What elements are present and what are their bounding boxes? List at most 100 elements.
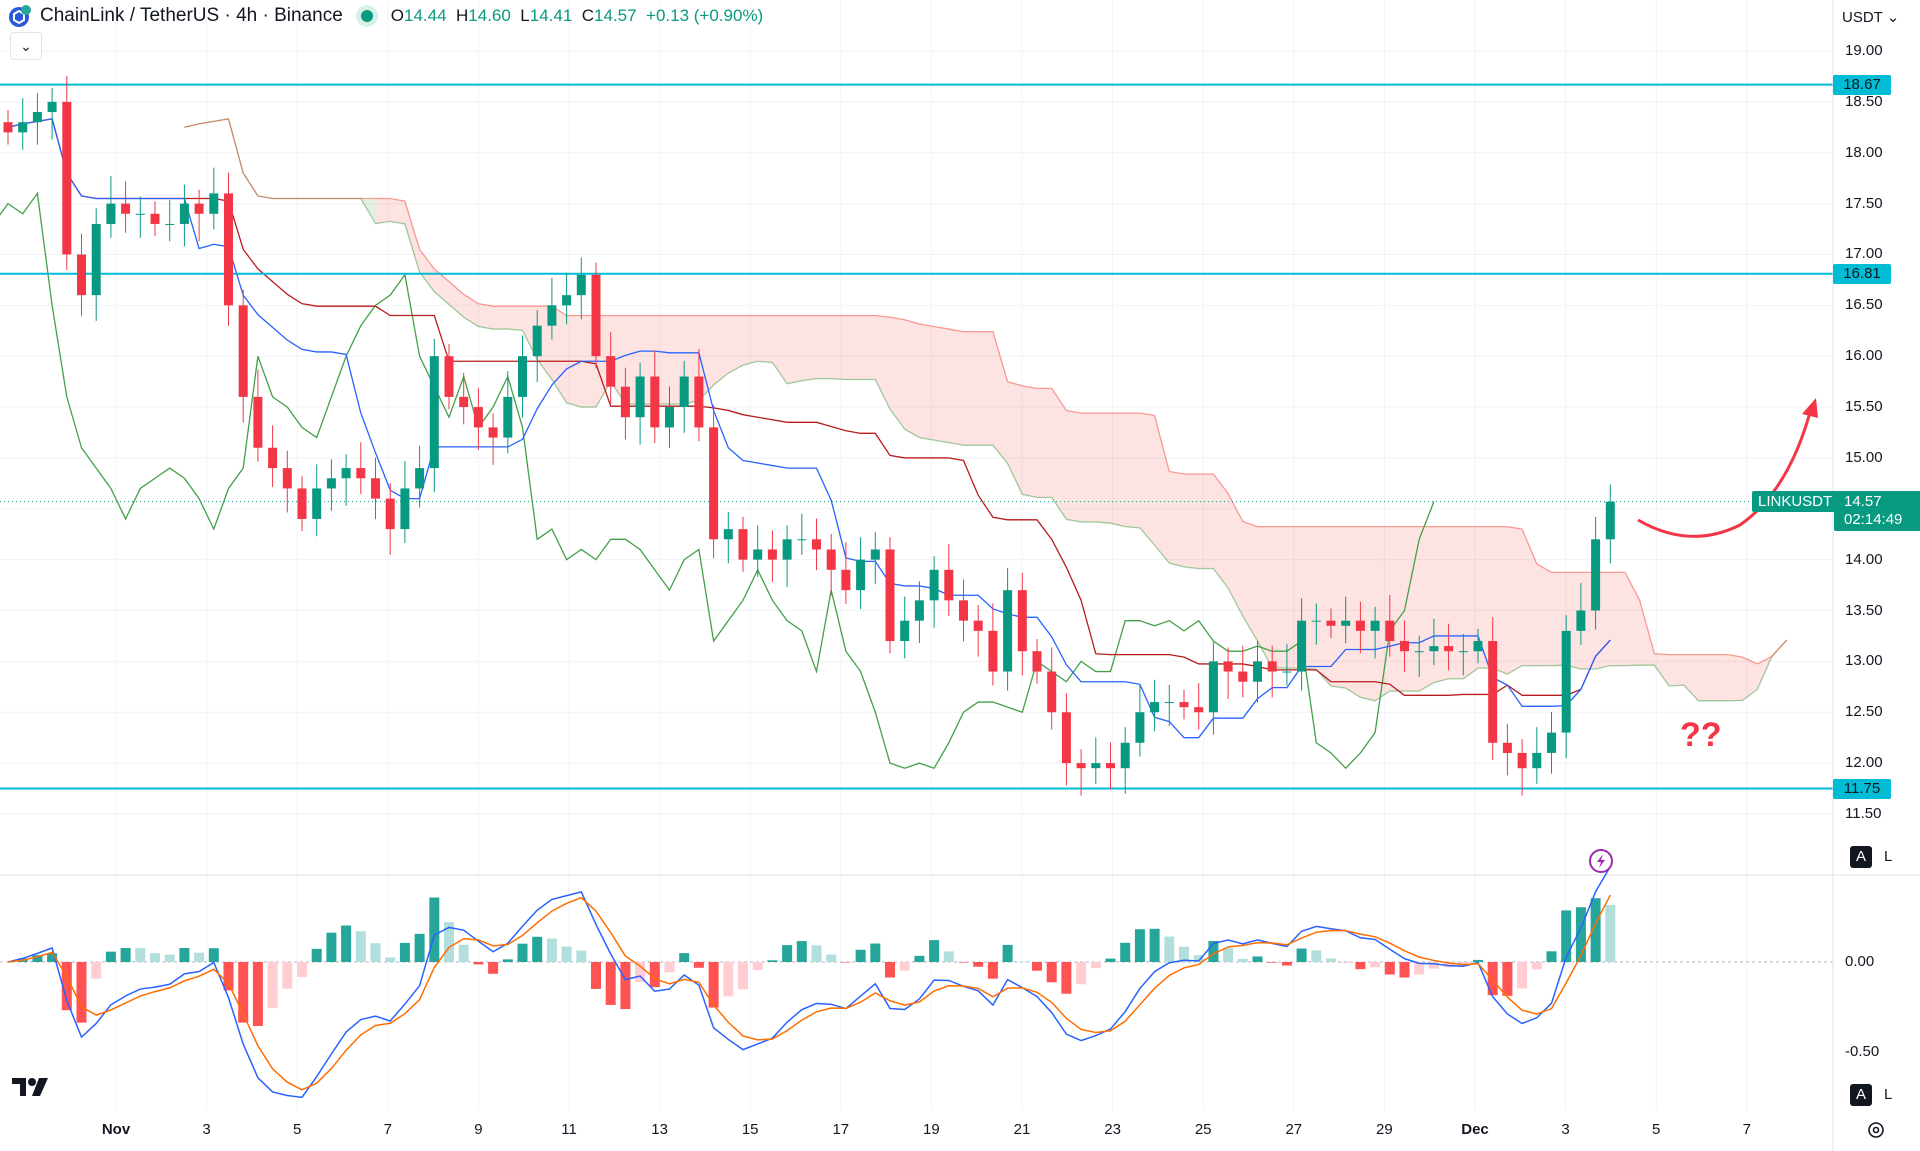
candle bbox=[400, 488, 410, 530]
ichimoku-cloud-segment bbox=[1639, 600, 1655, 666]
candle bbox=[3, 122, 13, 133]
date-tick: 5 bbox=[1652, 1121, 1661, 1138]
candle bbox=[253, 396, 263, 448]
auto-scale-button[interactable]: A bbox=[1850, 846, 1872, 868]
log-scale-button[interactable]: L bbox=[1884, 848, 1893, 865]
macd-histogram-bar bbox=[326, 932, 337, 962]
ichimoku-cloud-segment bbox=[1257, 526, 1273, 668]
ichimoku-cloud-segment bbox=[890, 317, 905, 430]
date-tick: 9 bbox=[474, 1121, 483, 1138]
price-tick: 18.50 bbox=[1845, 92, 1883, 110]
candle bbox=[194, 203, 204, 214]
macd-histogram-bar bbox=[150, 953, 160, 962]
level-label: 18.67 bbox=[1833, 74, 1891, 95]
macd-auto-scale-button[interactable]: A bbox=[1850, 1084, 1872, 1106]
candle bbox=[812, 539, 821, 550]
lightning-icon[interactable] bbox=[1588, 848, 1614, 874]
candle bbox=[1106, 763, 1115, 769]
date-tick: 27 bbox=[1285, 1121, 1303, 1138]
macd-histogram-bar bbox=[546, 938, 557, 962]
ichimoku-cloud-segment bbox=[449, 281, 464, 318]
macd-histogram-bar bbox=[208, 948, 219, 962]
settings-icon[interactable] bbox=[1866, 1120, 1886, 1140]
candle bbox=[826, 549, 836, 570]
macd-histogram-bar bbox=[1281, 962, 1292, 966]
question-annotation: ?? bbox=[1680, 716, 1722, 754]
currency-selector[interactable]: USDT ⌄ bbox=[1842, 9, 1900, 26]
ichimoku-cloud-segment bbox=[1022, 385, 1037, 498]
candle bbox=[547, 305, 557, 326]
macd-histogram-bar bbox=[1414, 962, 1425, 975]
macd-histogram-bar bbox=[605, 962, 616, 1005]
candle bbox=[1017, 590, 1027, 652]
candle bbox=[459, 396, 469, 408]
candle bbox=[444, 356, 454, 397]
date-tick: 7 bbox=[383, 1121, 392, 1138]
ichimoku-cloud-segment bbox=[1184, 474, 1199, 569]
macd-histogram-bar bbox=[164, 954, 175, 962]
tradingview-logo-icon[interactable] bbox=[12, 1076, 54, 1098]
ichimoku-cloud-segment bbox=[757, 315, 773, 363]
candle bbox=[1400, 641, 1409, 652]
candle bbox=[1120, 742, 1130, 769]
macd-histogram-bar bbox=[1575, 907, 1586, 962]
candle bbox=[591, 274, 601, 357]
ichimoku-cloud-segment bbox=[816, 315, 832, 379]
date-tick: 21 bbox=[1013, 1121, 1031, 1138]
ichimoku-cloud-segment bbox=[1536, 563, 1552, 666]
candle bbox=[1135, 712, 1145, 743]
macd-histogram-bar bbox=[1046, 962, 1057, 983]
macd-histogram-bar bbox=[752, 962, 763, 970]
macd-histogram-bar bbox=[429, 897, 440, 962]
candle bbox=[209, 193, 219, 214]
macd-histogram-bar bbox=[826, 954, 837, 962]
candle bbox=[238, 305, 248, 397]
candle bbox=[32, 112, 42, 123]
date-tick: 15 bbox=[741, 1121, 759, 1138]
macd-histogram-bar bbox=[1032, 962, 1042, 971]
ichimoku-cloud-segment bbox=[1448, 526, 1464, 679]
macd-log-scale-button[interactable]: L bbox=[1884, 1086, 1893, 1103]
macd-histogram-bar bbox=[1531, 962, 1542, 970]
candle bbox=[1547, 732, 1556, 753]
collapse-legend-button[interactable]: ⌄ bbox=[10, 32, 42, 60]
candle bbox=[797, 539, 807, 541]
candle bbox=[944, 569, 954, 601]
candle bbox=[914, 600, 924, 621]
ichimoku-cloud-segment bbox=[1713, 654, 1728, 701]
macd-histogram-bar bbox=[1267, 962, 1278, 963]
macd-histogram-bar bbox=[811, 945, 822, 962]
macd-histogram-bar bbox=[767, 960, 778, 962]
price-tick: 15.00 bbox=[1845, 448, 1883, 466]
macd-histogram-bar bbox=[341, 925, 352, 962]
ichimoku-cloud-segment bbox=[845, 315, 861, 380]
candle bbox=[1179, 702, 1189, 708]
candle bbox=[1444, 646, 1454, 652]
macd-histogram-bar bbox=[1252, 956, 1263, 962]
chevron-down-icon: ⌄ bbox=[20, 37, 32, 54]
chainlink-logo-icon bbox=[9, 5, 31, 27]
macd-histogram-bar bbox=[1590, 898, 1601, 962]
ichimoku-cloud-segment bbox=[728, 315, 743, 374]
macd-histogram-bar bbox=[855, 949, 866, 962]
ichimoku-cloud-segment bbox=[507, 306, 523, 331]
candle bbox=[1282, 671, 1292, 673]
candle bbox=[1032, 651, 1042, 672]
price-tick: 14.00 bbox=[1845, 550, 1883, 568]
chart-header: ChainLink / TetherUS · 4h · Binance O14.… bbox=[8, 4, 763, 28]
ichimoku-cloud-segment bbox=[404, 201, 420, 273]
candle bbox=[900, 620, 910, 642]
macd-histogram-bar bbox=[620, 962, 631, 1010]
macd-tick: 0.00 bbox=[1845, 953, 1875, 970]
macd-histogram-bar bbox=[738, 962, 748, 990]
candle bbox=[679, 376, 689, 408]
candle bbox=[282, 468, 292, 489]
ichimoku-cloud-segment bbox=[463, 294, 479, 327]
candle bbox=[312, 488, 322, 519]
candle bbox=[518, 356, 527, 397]
candle bbox=[753, 549, 763, 560]
date-tick: 7 bbox=[1742, 1121, 1751, 1138]
date-tick: 11 bbox=[561, 1121, 577, 1138]
symbol-title[interactable]: ChainLink / TetherUS · 4h · Binance bbox=[40, 5, 343, 26]
